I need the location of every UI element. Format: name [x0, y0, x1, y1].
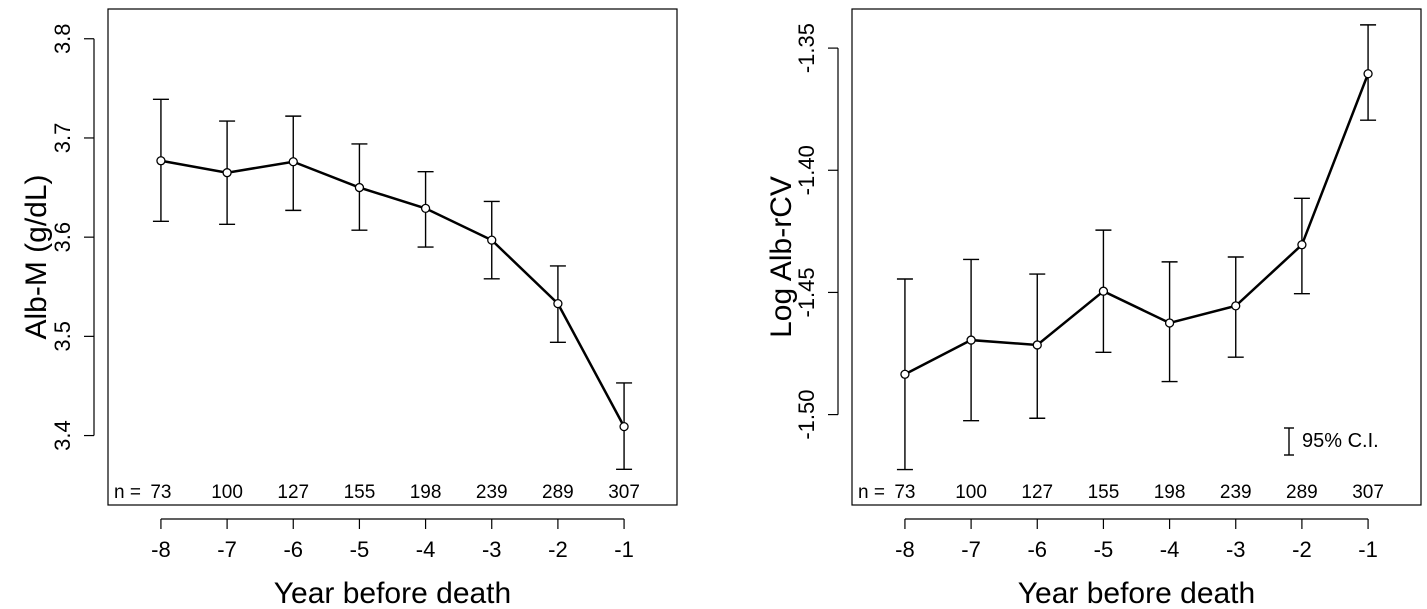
x-tick-label: -8: [895, 537, 915, 562]
y-tick-label: 3.5: [50, 321, 75, 352]
data-point: [354, 182, 365, 193]
data-point: [1164, 318, 1175, 328]
n-count-label: 155: [1088, 482, 1120, 503]
series-line: [904, 73, 1370, 376]
data-point: [288, 157, 298, 167]
y-tick-label: 3.7: [50, 123, 75, 154]
plot-frame: [851, 8, 1422, 506]
data-point: [420, 203, 431, 214]
x-tick-label: -4: [416, 537, 436, 562]
n-count-label: 100: [211, 482, 243, 503]
n-count-label: 198: [1154, 482, 1186, 503]
series-line: [160, 159, 626, 428]
n-count-label: 239: [476, 482, 508, 503]
n-count-label: 289: [542, 482, 574, 503]
data-point: [1098, 286, 1109, 296]
n-count-label: 100: [955, 482, 987, 503]
legend-label: 95% C.I.: [1302, 430, 1379, 452]
x-axis-title: Year before death: [274, 577, 511, 609]
n-prefix-label: n =: [114, 482, 141, 503]
data-point: [1032, 340, 1042, 350]
y-tick-label: 3.4: [50, 420, 75, 451]
x-tick-label: -4: [1160, 537, 1180, 562]
x-tick-label: -5: [350, 537, 370, 562]
chart-alb-m: -8 -7 -6 -5 -4 -3 -2 -1 Year before death 3.4 3.5 3…: [20, 8, 678, 609]
y-tick-label: 3.6: [50, 222, 75, 253]
x-tick-label: -7: [961, 537, 981, 562]
data-point: [553, 298, 563, 309]
x-tick-label: -6: [1027, 537, 1047, 562]
y-tick-label: -1.35: [794, 23, 819, 73]
y-tick-label: -1.50: [794, 390, 819, 440]
data-point: [1297, 240, 1307, 250]
x-tick-label: -6: [283, 537, 303, 562]
n-count-label: 73: [150, 482, 171, 503]
data-point: [1363, 69, 1373, 79]
data-point: [156, 156, 166, 166]
x-tick-label: -5: [1094, 537, 1114, 562]
data-point: [966, 335, 976, 345]
n-count-label: 289: [1286, 482, 1318, 503]
n-count-label: 127: [277, 482, 309, 503]
n-count-label: 307: [608, 482, 640, 503]
n-count-label: 73: [894, 482, 915, 503]
chart-log-alb-rcv: -8 -7 -6 -5 -4 -3 -2 -1 Year before death -1.50 -1…: [765, 8, 1422, 609]
x-tick-label: -1: [1358, 537, 1378, 562]
x-tick-label: -2: [1292, 537, 1312, 562]
data-point: [900, 369, 910, 379]
y-tick-label: -1.40: [794, 145, 819, 195]
x-tick-label: -1: [614, 537, 634, 562]
data-point: [619, 421, 629, 432]
x-tick-label: -2: [548, 537, 568, 562]
n-count-label: 127: [1021, 482, 1053, 503]
data-point: [487, 235, 497, 245]
data-point: [222, 168, 232, 178]
y-axis-title: Alb-M (g/dL): [20, 174, 53, 339]
n-count-label: 239: [1220, 482, 1252, 503]
x-axis-title: Year before death: [1018, 577, 1255, 609]
y-axis-title: Log Alb-rCV: [765, 176, 798, 338]
n-count-label: 155: [344, 482, 376, 503]
y-tick-label: 3.8: [50, 23, 75, 54]
n-count-label: 198: [410, 482, 442, 503]
n-prefix-label: n =: [858, 482, 885, 503]
x-tick-label: -3: [482, 537, 502, 562]
plot-frame: [107, 8, 678, 506]
x-tick-label: -7: [217, 537, 237, 562]
y-tick-label: -1.45: [794, 267, 819, 317]
x-tick-label: -3: [1226, 537, 1246, 562]
data-point: [1231, 301, 1241, 311]
n-count-label: 307: [1352, 482, 1384, 503]
x-tick-label: -8: [151, 537, 171, 562]
